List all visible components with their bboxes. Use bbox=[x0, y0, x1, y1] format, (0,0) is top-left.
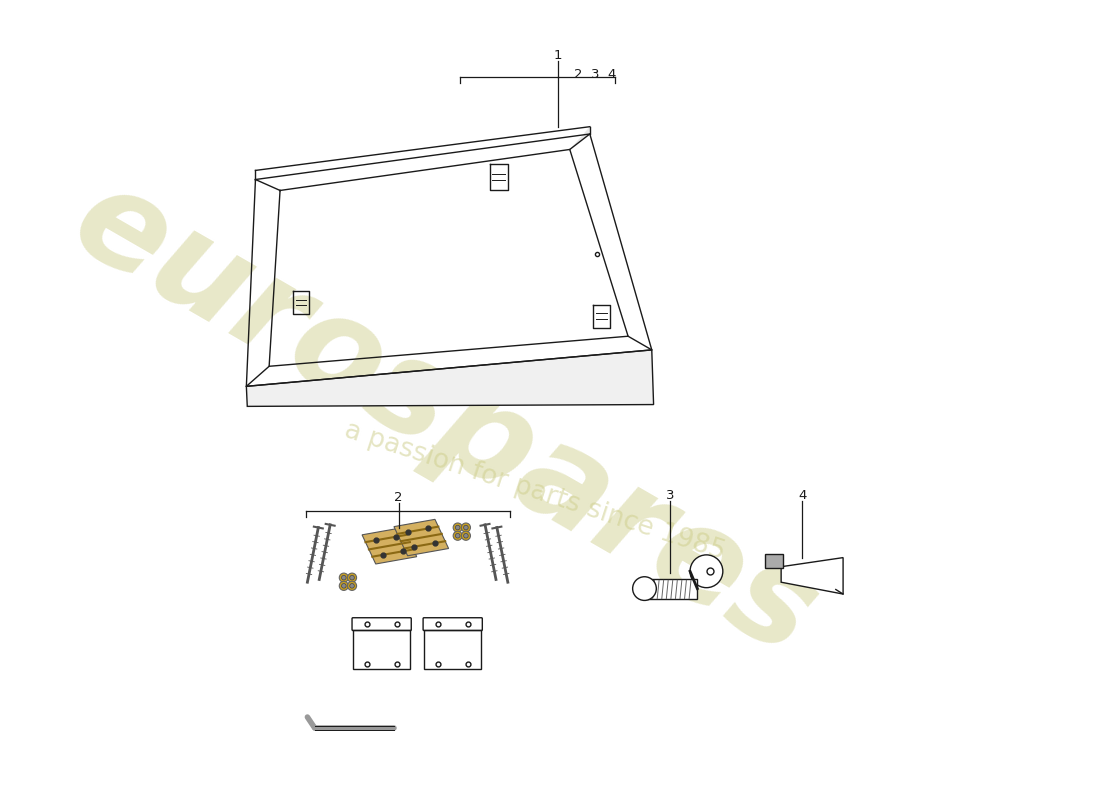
Circle shape bbox=[348, 582, 356, 590]
Circle shape bbox=[350, 575, 354, 580]
Circle shape bbox=[342, 575, 346, 580]
FancyBboxPatch shape bbox=[424, 618, 482, 630]
Bar bbox=[424, 618, 482, 669]
FancyBboxPatch shape bbox=[352, 618, 411, 630]
Text: 2  3  4: 2 3 4 bbox=[574, 68, 617, 82]
Text: a passion for parts since 1985: a passion for parts since 1985 bbox=[341, 417, 729, 565]
Text: 3: 3 bbox=[666, 489, 674, 502]
Text: eurospares: eurospares bbox=[51, 154, 837, 682]
Text: 2: 2 bbox=[394, 491, 403, 504]
Circle shape bbox=[463, 526, 469, 530]
Text: 1: 1 bbox=[553, 49, 562, 62]
Circle shape bbox=[455, 526, 460, 530]
Circle shape bbox=[342, 583, 346, 588]
Circle shape bbox=[463, 534, 469, 538]
Circle shape bbox=[339, 582, 349, 590]
Polygon shape bbox=[362, 527, 417, 564]
Text: 4: 4 bbox=[798, 489, 806, 502]
Circle shape bbox=[455, 534, 460, 538]
Polygon shape bbox=[570, 126, 590, 150]
Circle shape bbox=[453, 531, 462, 540]
Bar bbox=[645, 578, 697, 598]
Bar bbox=[353, 618, 410, 669]
Circle shape bbox=[350, 583, 354, 588]
Polygon shape bbox=[781, 558, 843, 594]
Circle shape bbox=[461, 531, 471, 540]
Polygon shape bbox=[394, 519, 449, 556]
Circle shape bbox=[339, 573, 349, 582]
Circle shape bbox=[632, 577, 657, 601]
Circle shape bbox=[461, 523, 471, 532]
Circle shape bbox=[690, 555, 723, 588]
Polygon shape bbox=[246, 350, 653, 406]
Circle shape bbox=[348, 573, 356, 582]
Circle shape bbox=[453, 523, 462, 532]
Bar bbox=[764, 554, 783, 568]
